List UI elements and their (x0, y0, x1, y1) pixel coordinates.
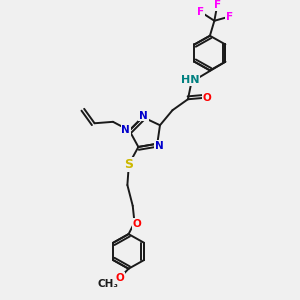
Text: N: N (155, 141, 164, 151)
Text: N: N (122, 125, 130, 135)
Text: N: N (139, 111, 148, 121)
Text: HN: HN (181, 75, 199, 85)
Text: F: F (226, 12, 233, 22)
Text: CH₃: CH₃ (97, 279, 118, 289)
Text: O: O (115, 273, 124, 283)
Text: S: S (124, 158, 134, 171)
Text: F: F (197, 7, 204, 17)
Text: O: O (133, 219, 141, 229)
Text: F: F (214, 1, 221, 10)
Text: O: O (203, 93, 212, 103)
